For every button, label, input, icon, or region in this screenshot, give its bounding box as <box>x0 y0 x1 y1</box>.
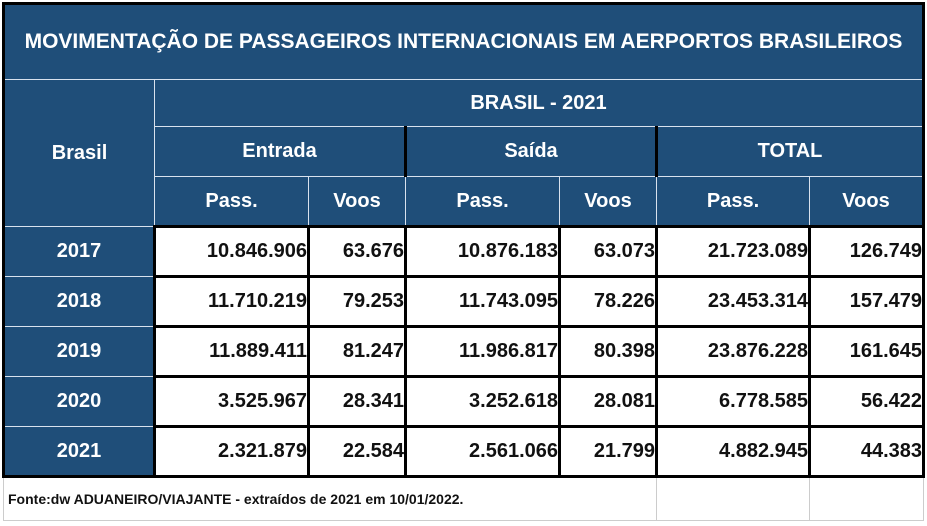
value-cell: 126.749 <box>808 225 925 278</box>
year-cell: 2019 <box>2 326 155 377</box>
value-cell: 157.479 <box>808 275 925 328</box>
table-row: 2017 10.846.906 63.676 10.876.183 63.073 21.7… <box>2 225 925 278</box>
value-cell: 4.882.945 <box>655 425 811 478</box>
value-cell: 28.081 <box>558 375 658 428</box>
table-row: 2020 3.525.967 28.341 3.252.618 28.081 6.778.… <box>2 375 925 428</box>
year-cell: 2020 <box>2 376 155 427</box>
value-cell: 3.252.618 <box>404 375 561 428</box>
value-cell: 63.676 <box>307 225 407 278</box>
value-cell: 11.743.095 <box>404 275 561 328</box>
value-cell: 11.889.411 <box>153 325 310 378</box>
group-total: TOTAL <box>655 126 925 177</box>
empty-cell <box>809 475 924 521</box>
table-row: 2019 11.889.411 81.247 11.986.817 80.398 23.8… <box>2 325 925 378</box>
value-cell: 63.073 <box>558 225 658 278</box>
group-saida: Saída <box>404 126 657 177</box>
source-note: Fonte:dw ADUANEIRO/VIAJANTE - extraídos … <box>3 475 657 521</box>
value-cell: 79.253 <box>307 275 407 328</box>
col-entrada-voos: Voos <box>308 176 406 227</box>
col-total-voos: Voos <box>809 176 925 227</box>
value-cell: 80.398 <box>558 325 658 378</box>
col-total-pass: Pass. <box>656 176 810 227</box>
value-cell: 23.876.228 <box>655 325 811 378</box>
value-cell: 44.383 <box>808 425 925 478</box>
table-row: 2018 11.710.219 79.253 11.743.095 78.226 23.4… <box>2 275 925 328</box>
value-cell: 56.422 <box>808 375 925 428</box>
value-cell: 81.247 <box>307 325 407 378</box>
value-cell: 23.453.314 <box>655 275 811 328</box>
value-cell: 10.846.906 <box>153 225 310 278</box>
col-saida-voos: Voos <box>559 176 657 227</box>
table-title: MOVIMENTAÇÃO DE PASSAGEIROS INTERNACIONA… <box>2 2 925 80</box>
col-entrada-pass: Pass. <box>154 176 309 227</box>
value-cell: 6.778.585 <box>655 375 811 428</box>
group-entrada: Entrada <box>154 126 406 177</box>
table-row: 2021 2.321.879 22.584 2.561.066 21.799 4.882.… <box>2 425 925 478</box>
value-cell: 21.723.089 <box>655 225 811 278</box>
value-cell: 78.226 <box>558 275 658 328</box>
value-cell: 11.710.219 <box>153 275 310 328</box>
value-cell: 28.341 <box>307 375 407 428</box>
value-cell: 2.561.066 <box>404 425 561 478</box>
year-cell: 2021 <box>2 426 155 477</box>
value-cell: 21.799 <box>558 425 658 478</box>
empty-cell <box>656 475 810 521</box>
row-header: Brasil <box>2 79 155 227</box>
value-cell: 11.986.817 <box>404 325 561 378</box>
year-cell: 2017 <box>2 226 155 277</box>
value-cell: 161.645 <box>808 325 925 378</box>
period-header: BRASIL - 2021 <box>154 79 925 127</box>
value-cell: 3.525.967 <box>153 375 310 428</box>
value-cell: 2.321.879 <box>153 425 310 478</box>
value-cell: 22.584 <box>307 425 407 478</box>
value-cell: 10.876.183 <box>404 225 561 278</box>
year-cell: 2018 <box>2 276 155 327</box>
col-saida-pass: Pass. <box>405 176 560 227</box>
